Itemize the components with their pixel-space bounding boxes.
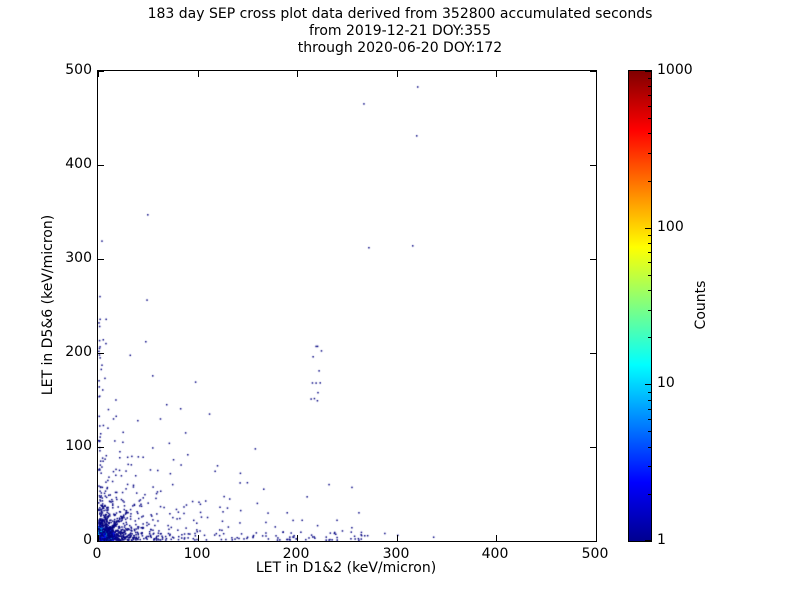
x-tick-label: 200 xyxy=(282,546,310,562)
y-tick-mark-left xyxy=(98,447,104,448)
x-tick-mark-top xyxy=(496,71,497,77)
colorbar-tick-mark xyxy=(645,384,651,385)
chart-title-line3: through 2020-06-20 DOY:172 xyxy=(297,40,503,56)
y-tick-label: 500 xyxy=(65,62,92,78)
y-tick-mark-right xyxy=(590,353,596,354)
x-tick-mark-bottom xyxy=(297,535,298,541)
colorbar-tick-label: 100 xyxy=(657,219,684,235)
x-tick-label: 0 xyxy=(92,546,102,562)
x-tick-mark-bottom xyxy=(596,535,597,541)
colorbar-minor-tick-mark xyxy=(648,419,651,420)
colorbar xyxy=(628,70,652,542)
y-tick-mark-left xyxy=(98,541,104,542)
y-tick-label: 0 xyxy=(83,532,92,548)
colorbar-minor-tick-mark xyxy=(648,235,651,236)
colorbar-tick-mark xyxy=(645,228,651,229)
colorbar-minor-tick-mark xyxy=(648,494,651,495)
x-tick-mark-top xyxy=(596,71,597,77)
colorbar-minor-tick-mark xyxy=(648,153,651,154)
colorbar-minor-tick-mark xyxy=(648,86,651,87)
x-tick-mark-top xyxy=(198,71,199,77)
colorbar-minor-tick-mark xyxy=(648,310,651,311)
y-tick-label: 200 xyxy=(65,344,92,360)
colorbar-axis-label: Counts xyxy=(693,280,709,330)
colorbar-minor-tick-mark xyxy=(648,106,651,107)
y-tick-mark-right xyxy=(590,165,596,166)
colorbar-minor-tick-mark xyxy=(648,243,651,244)
y-tick-mark-right xyxy=(590,541,596,542)
x-tick-label: 400 xyxy=(481,546,509,562)
y-tick-mark-right xyxy=(590,259,596,260)
colorbar-minor-tick-mark xyxy=(648,409,651,410)
colorbar-minor-tick-mark xyxy=(648,252,651,253)
x-tick-mark-top xyxy=(397,71,398,77)
colorbar-minor-tick-mark xyxy=(648,447,651,448)
y-tick-label: 100 xyxy=(65,438,92,454)
colorbar-minor-tick-mark xyxy=(648,118,651,119)
x-tick-mark-bottom xyxy=(496,535,497,541)
colorbar-minor-tick-mark xyxy=(648,181,651,182)
y-tick-mark-right xyxy=(590,447,596,448)
colorbar-minor-tick-mark xyxy=(648,262,651,263)
colorbar-minor-tick-mark xyxy=(648,400,651,401)
x-axis-label: LET in D1&2 (keV/micron) xyxy=(255,560,437,576)
colorbar-minor-tick-mark xyxy=(648,466,651,467)
colorbar-tick-mark xyxy=(645,71,651,72)
colorbar-tick-mark xyxy=(645,540,651,541)
y-axis-label: LET in D5&6 (keV/micron) xyxy=(40,214,56,396)
chart-title: 183 day SEP cross plot data derived from… xyxy=(0,6,800,57)
x-tick-label: 300 xyxy=(382,546,410,562)
scatter-canvas xyxy=(98,71,596,541)
y-tick-mark-left xyxy=(98,259,104,260)
colorbar-minor-tick-mark xyxy=(648,95,651,96)
y-tick-label: 300 xyxy=(65,250,92,266)
y-tick-label: 400 xyxy=(65,156,92,172)
x-tick-mark-bottom xyxy=(397,535,398,541)
colorbar-minor-tick-mark xyxy=(648,275,651,276)
y-tick-mark-left xyxy=(98,71,104,72)
chart-title-line2: from 2019-12-21 DOY:355 xyxy=(308,23,491,39)
x-tick-label: 500 xyxy=(581,546,609,562)
y-tick-mark-right xyxy=(590,71,596,72)
colorbar-minor-tick-mark xyxy=(648,392,651,393)
x-tick-label: 100 xyxy=(183,546,211,562)
y-tick-mark-left xyxy=(98,353,104,354)
y-tick-mark-left xyxy=(98,165,104,166)
colorbar-tick-label: 1000 xyxy=(657,62,693,78)
colorbar-minor-tick-mark xyxy=(648,133,651,134)
x-tick-mark-top xyxy=(297,71,298,77)
colorbar-minor-tick-mark xyxy=(648,290,651,291)
chart-title-line1: 183 day SEP cross plot data derived from… xyxy=(147,6,653,22)
colorbar-tick-label: 10 xyxy=(657,375,675,391)
colorbar-minor-tick-mark xyxy=(648,78,651,79)
colorbar-tick-label: 1 xyxy=(657,532,666,548)
plot-area xyxy=(97,70,597,542)
x-tick-mark-top xyxy=(98,71,99,77)
x-tick-mark-bottom xyxy=(98,535,99,541)
colorbar-minor-tick-mark xyxy=(648,431,651,432)
x-tick-mark-bottom xyxy=(198,535,199,541)
colorbar-minor-tick-mark xyxy=(648,337,651,338)
